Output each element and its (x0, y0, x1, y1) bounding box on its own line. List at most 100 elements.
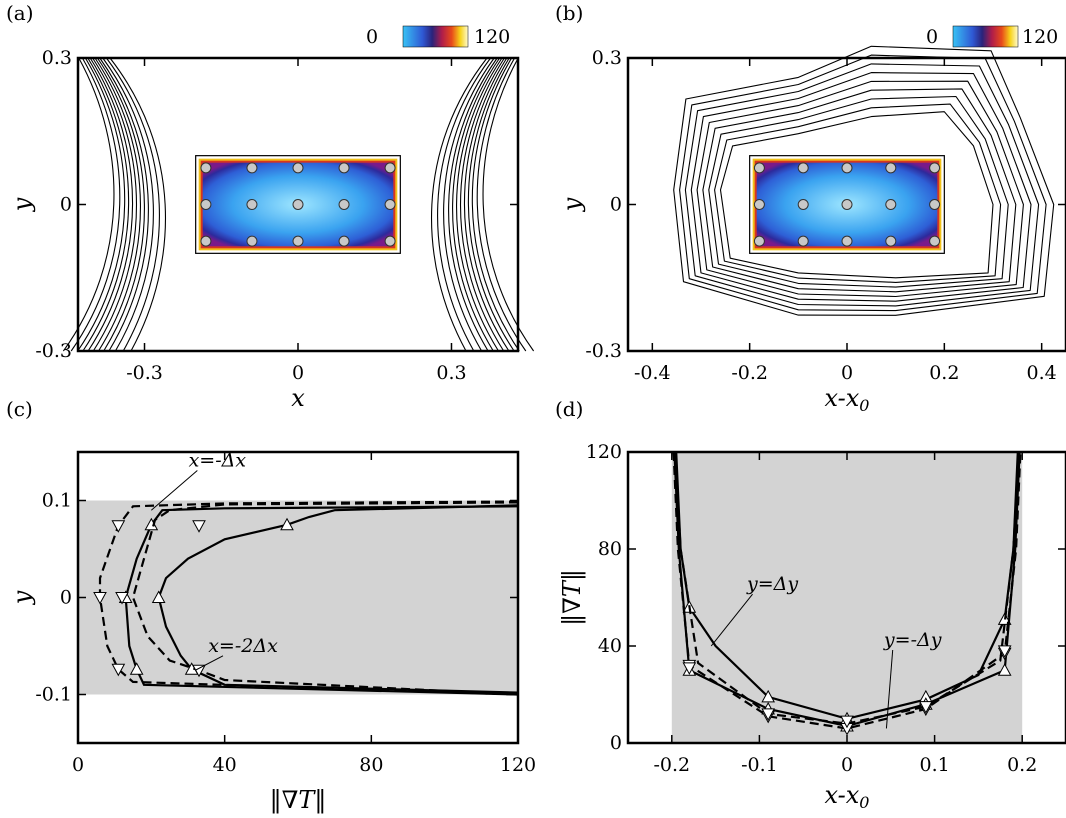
heat-source-point (292, 235, 304, 247)
panel-c: x=-Δx x=-2Δx 0 40 80 120 -0.1 0 0.1 ‖∇T‖ y (8, 450, 536, 815)
x-tick-label: 0.1 (919, 754, 949, 776)
colorbar-b-min: 0 (926, 26, 938, 48)
x-axis-label-b-main: x-x (825, 384, 860, 412)
streamline (684, 63, 1040, 307)
plot-frame-c (76, 450, 520, 745)
annotation-leader (195, 655, 224, 671)
streamline (431, 57, 488, 352)
streamline (696, 80, 1024, 298)
heat-source-point (753, 162, 765, 174)
heat-source-point (929, 235, 941, 247)
x-tick-label: 120 (500, 754, 536, 776)
triangle-down-marker (840, 715, 854, 729)
streamline (714, 103, 1002, 283)
y-tick-label: 0 (610, 732, 622, 754)
y-tick-label: 40 (598, 635, 622, 657)
streamline (99, 57, 149, 352)
annotation-label: y=Δy (746, 573, 798, 595)
y-tick-label: -0.3 (585, 340, 622, 362)
x-tick-label: 0.2 (1007, 754, 1037, 776)
x-tick-label: 0.2 (929, 362, 959, 384)
streamline (92, 57, 137, 352)
temperature-field-b (749, 155, 945, 254)
colorbar-a: 0 120 (366, 25, 510, 48)
triangle-down-marker (111, 663, 126, 677)
heat-source-point (338, 199, 350, 210)
heat-source-point (797, 235, 809, 247)
series-line (672, 451, 1022, 730)
heat-source-point (929, 162, 941, 174)
triangle-up-marker (997, 663, 1012, 676)
x-tick-label: -0.3 (126, 362, 163, 384)
series-line (131, 501, 519, 696)
heat-source-point (338, 162, 350, 174)
x-axis-label-d: x-x0 (825, 781, 870, 812)
annotations-d: y=Δy y=-Δy (710, 573, 942, 729)
x-axis-label-b-sub: 0 (859, 396, 869, 415)
y-tick-label: 0.1 (42, 490, 72, 512)
annotation-label: x=-2Δx (208, 635, 278, 657)
y-tick-label: 0.3 (592, 47, 622, 69)
streamline (452, 57, 501, 352)
streamline (62, 57, 115, 352)
streamlines-b (673, 45, 1055, 316)
x-tick-label: 0.3 (436, 362, 466, 384)
streamline (77, 57, 126, 352)
streamline (102, 57, 154, 352)
triangle-down-marker (997, 645, 1012, 658)
temperature-field-a (195, 155, 401, 254)
triangle-down-marker (93, 592, 107, 605)
heat-source-point (246, 235, 258, 247)
series-line (98, 500, 519, 696)
triangle-down-marker (761, 708, 776, 721)
y-tick-label: 0 (610, 194, 622, 216)
annotation-leader (710, 593, 753, 647)
x-tick-label: 0.4 (1027, 362, 1057, 384)
ticks-b: -0.4 -0.2 0 0.2 0.4 -0.3 0 0.3 (585, 47, 1066, 384)
heat-source-point (929, 199, 941, 210)
heat-source-point (841, 199, 853, 210)
heat-source-point (885, 199, 897, 210)
heat-source-point (384, 235, 396, 247)
plot-frame-d (626, 450, 1066, 745)
shaded-band-d (671, 452, 1023, 743)
heat-source-point (200, 235, 212, 247)
colorbar-b-max: 120 (1022, 26, 1058, 48)
streamline (719, 111, 994, 279)
triangle-down-marker (918, 701, 933, 714)
heat-source-point (797, 199, 809, 210)
streamline (87, 57, 134, 352)
x-tick-label: 0 (841, 754, 853, 776)
colorbar-a-max: 120 (474, 26, 510, 48)
plot-frame-b (626, 56, 1066, 353)
heat-source-point (200, 199, 212, 210)
streamline (708, 95, 1009, 288)
x-tick-label: -0.4 (634, 362, 671, 384)
streamline (471, 57, 520, 352)
panel-label-d: (d) (555, 397, 583, 421)
x-tick-label: 80 (359, 754, 383, 776)
y-tick-label: 0 (60, 587, 72, 609)
x-tick-label: 40 (213, 754, 237, 776)
heat-source-point (338, 235, 350, 247)
triangle-up-marker (761, 689, 776, 703)
heat-source-point (885, 235, 897, 247)
triangle-down-marker (111, 520, 126, 533)
heat-source-point (841, 235, 853, 247)
streamline (690, 72, 1032, 302)
heat-source-point (292, 199, 304, 210)
heat-source-point (200, 162, 212, 174)
streamline (96, 57, 145, 352)
streamline (94, 57, 141, 352)
series-line (124, 505, 519, 696)
streamline (673, 45, 1055, 316)
streamline (476, 57, 527, 352)
heat-source-point (384, 162, 396, 174)
triangle-up-marker (129, 662, 144, 675)
x-tick-label: 0 (292, 362, 304, 384)
x-axis-label-d-main: x-x (825, 781, 860, 809)
triangle-up-marker (280, 517, 294, 531)
streamline (482, 57, 535, 352)
streamline (109, 57, 166, 352)
